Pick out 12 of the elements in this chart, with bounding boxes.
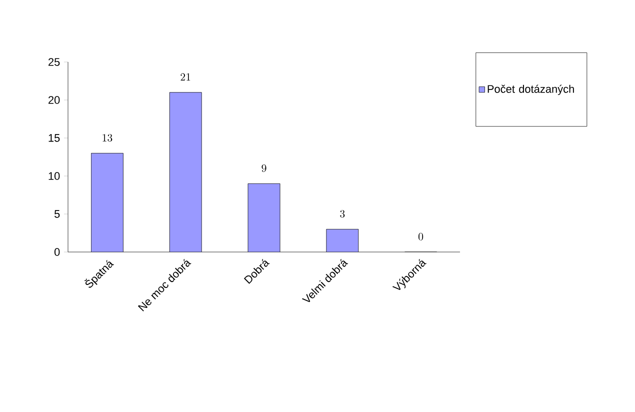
data-label: 3 [340,210,345,218]
y-tick-label: 5 [54,210,60,218]
y-tick-label: 15 [48,134,60,142]
y-tick-label: 10 [48,172,60,180]
data-label: 9 [262,164,266,172]
legend-label: Počet dotázaných [488,84,574,96]
data-label: 13 [102,134,112,142]
y-tick-label: 0 [54,248,60,256]
y-tick-label: 20 [48,96,60,104]
y-tick-label: 25 [48,58,60,66]
data-label: 0 [418,232,424,240]
data-label: 21 [180,73,190,81]
